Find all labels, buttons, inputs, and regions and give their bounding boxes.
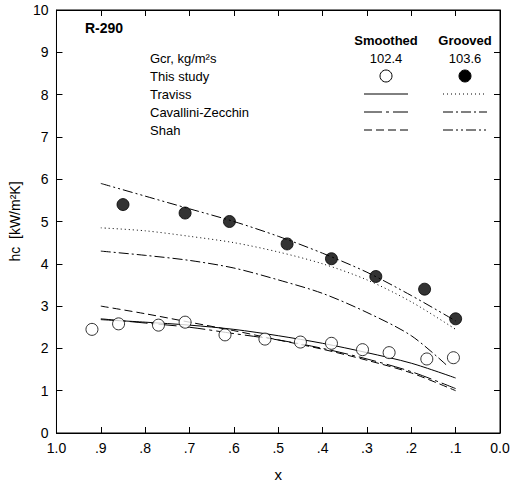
svg-text:.9: .9 <box>95 440 107 456</box>
svg-text:1.0: 1.0 <box>47 440 67 456</box>
svg-text:Traviss: Traviss <box>150 87 192 102</box>
svg-text:hc [kW/m²K]: hc [kW/m²K] <box>7 181 23 261</box>
svg-text:Shah: Shah <box>150 123 180 138</box>
svg-text:.4: .4 <box>317 440 329 456</box>
svg-text:This study: This study <box>150 69 210 84</box>
svg-text:6: 6 <box>41 171 49 187</box>
svg-text:.8: .8 <box>139 440 151 456</box>
svg-text:1: 1 <box>41 383 49 399</box>
svg-text:102.4: 102.4 <box>370 51 403 66</box>
svg-text:10: 10 <box>33 2 49 18</box>
svg-text:x: x <box>274 466 282 483</box>
svg-text:Smoothed: Smoothed <box>354 33 418 48</box>
svg-text:5: 5 <box>41 214 49 230</box>
svg-text:.1: .1 <box>450 440 462 456</box>
svg-text:7: 7 <box>41 129 49 145</box>
svg-text:.5: .5 <box>272 440 284 456</box>
svg-text:0: 0 <box>41 425 49 441</box>
svg-text:0.0: 0.0 <box>490 440 510 456</box>
svg-text:9: 9 <box>41 44 49 60</box>
svg-text:.3: .3 <box>361 440 373 456</box>
svg-text:.2: .2 <box>405 440 417 456</box>
svg-text:4: 4 <box>41 256 49 272</box>
svg-text:.6: .6 <box>228 440 240 456</box>
svg-text:Grooved: Grooved <box>438 33 492 48</box>
svg-text:2: 2 <box>41 340 49 356</box>
svg-text:103.6: 103.6 <box>449 51 482 66</box>
svg-text:Cavallini-Zecchin: Cavallini-Zecchin <box>150 105 249 120</box>
svg-text:.7: .7 <box>184 440 196 456</box>
svg-text:R-290: R-290 <box>85 20 123 36</box>
svg-text:8: 8 <box>41 87 49 103</box>
svg-text:Gcr, kg/m²s: Gcr, kg/m²s <box>150 51 217 66</box>
svg-text:3: 3 <box>41 298 49 314</box>
